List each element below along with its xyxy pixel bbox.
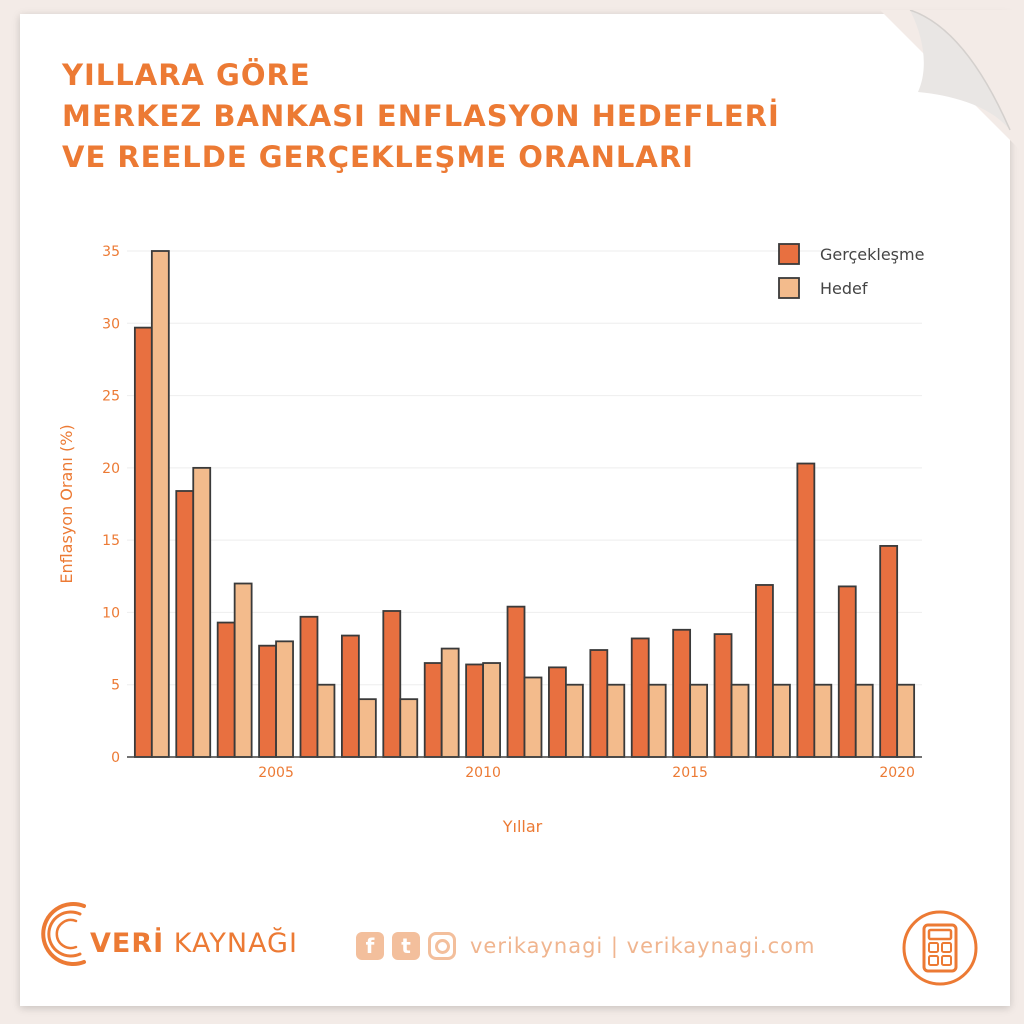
x-tick-label: 2010 (465, 765, 501, 781)
bar-hedef (896, 683, 916, 758)
bar-gerceklesme (382, 610, 402, 758)
bar-gerceklesme (133, 326, 153, 758)
bar-hedef (233, 582, 253, 758)
bar-hedef (523, 676, 543, 758)
legend-swatch-hedef (778, 277, 800, 299)
bar-gerceklesme (423, 662, 443, 758)
bar-hedef (440, 647, 460, 758)
bar-gerceklesme (465, 663, 484, 758)
bar-gerceklesme (340, 634, 360, 758)
bar-gerceklesme (755, 584, 774, 758)
bar-gerceklesme (589, 649, 609, 758)
y-tick-label: 20 (102, 461, 120, 477)
facebook-icon[interactable]: f (356, 932, 384, 960)
brand-name-suffix: KAYNAĞI (164, 928, 298, 959)
bar-hedef (150, 250, 170, 758)
y-tick-label: 5 (111, 678, 120, 694)
bar-hedef (772, 683, 791, 758)
title-line-2: MERKEZ BANKASI ENFLASYON HEDEFLERİ (62, 99, 780, 133)
legend-swatch-gerceklesme (778, 243, 800, 265)
bar-gerceklesme (796, 462, 816, 758)
bar-gerceklesme (879, 545, 899, 758)
legend-label-gerceklesme: Gerçekleşme (820, 245, 924, 264)
x-tick-label: 2020 (879, 765, 915, 781)
twitter-icon[interactable]: t (392, 932, 420, 960)
y-tick-label: 15 (102, 533, 120, 549)
bar-gerceklesme (672, 628, 692, 758)
brand-name: VERİ KAYNAĞI (90, 928, 298, 959)
y-tick-label: 25 (102, 389, 120, 405)
brand-name-prefix: VERİ (90, 928, 165, 959)
bar-gerceklesme (299, 615, 319, 758)
title-line-1: YILLARA GÖRE (62, 58, 311, 92)
y-axis-label: Enflasyon Oranı (%) (57, 424, 76, 583)
bar-hedef (647, 683, 667, 758)
bar-gerceklesme (216, 621, 236, 758)
bar-gerceklesme (630, 637, 650, 758)
x-tick-label: 2015 (672, 765, 708, 781)
bar-hedef (813, 683, 833, 758)
x-axis-label: Yıllar (502, 817, 543, 836)
instagram-icon[interactable] (428, 932, 456, 960)
bar-hedef (482, 662, 501, 758)
social-handle-text: verikaynagi | verikaynagi.com (470, 934, 816, 958)
bar-hedef (854, 683, 874, 758)
y-tick-label: 35 (102, 244, 120, 260)
y-tick-label: 30 (102, 316, 120, 332)
veri-kaynagi-logo-icon (41, 902, 86, 966)
bar-gerceklesme (548, 666, 567, 758)
bar-hedef (730, 683, 750, 758)
bar-gerceklesme (713, 633, 733, 758)
y-tick-label: 0 (111, 750, 120, 766)
page-curl (880, 10, 1020, 150)
bar-gerceklesme (258, 644, 277, 758)
bar-hedef (689, 683, 709, 758)
title-line-3: VE REELDE GERÇEKLEŞME ORANLARI (62, 140, 694, 174)
social-links: f t verikaynagi | verikaynagi.com (356, 932, 815, 960)
bar-gerceklesme (506, 605, 526, 758)
bar-hedef (565, 683, 584, 758)
bar-gerceklesme (175, 490, 195, 758)
legend-label-hedef: Hedef (820, 279, 868, 298)
bar-hedef (399, 698, 419, 758)
bar-hedef (275, 640, 294, 758)
bar-hedef (192, 466, 212, 758)
x-tick-label: 2005 (258, 765, 294, 781)
bar-gerceklesme (837, 585, 857, 758)
bar-hedef (606, 683, 626, 758)
bar-hedef (316, 683, 336, 758)
calculator-icon (902, 910, 978, 986)
y-tick-label: 10 (102, 605, 120, 621)
bar-hedef (357, 698, 377, 758)
